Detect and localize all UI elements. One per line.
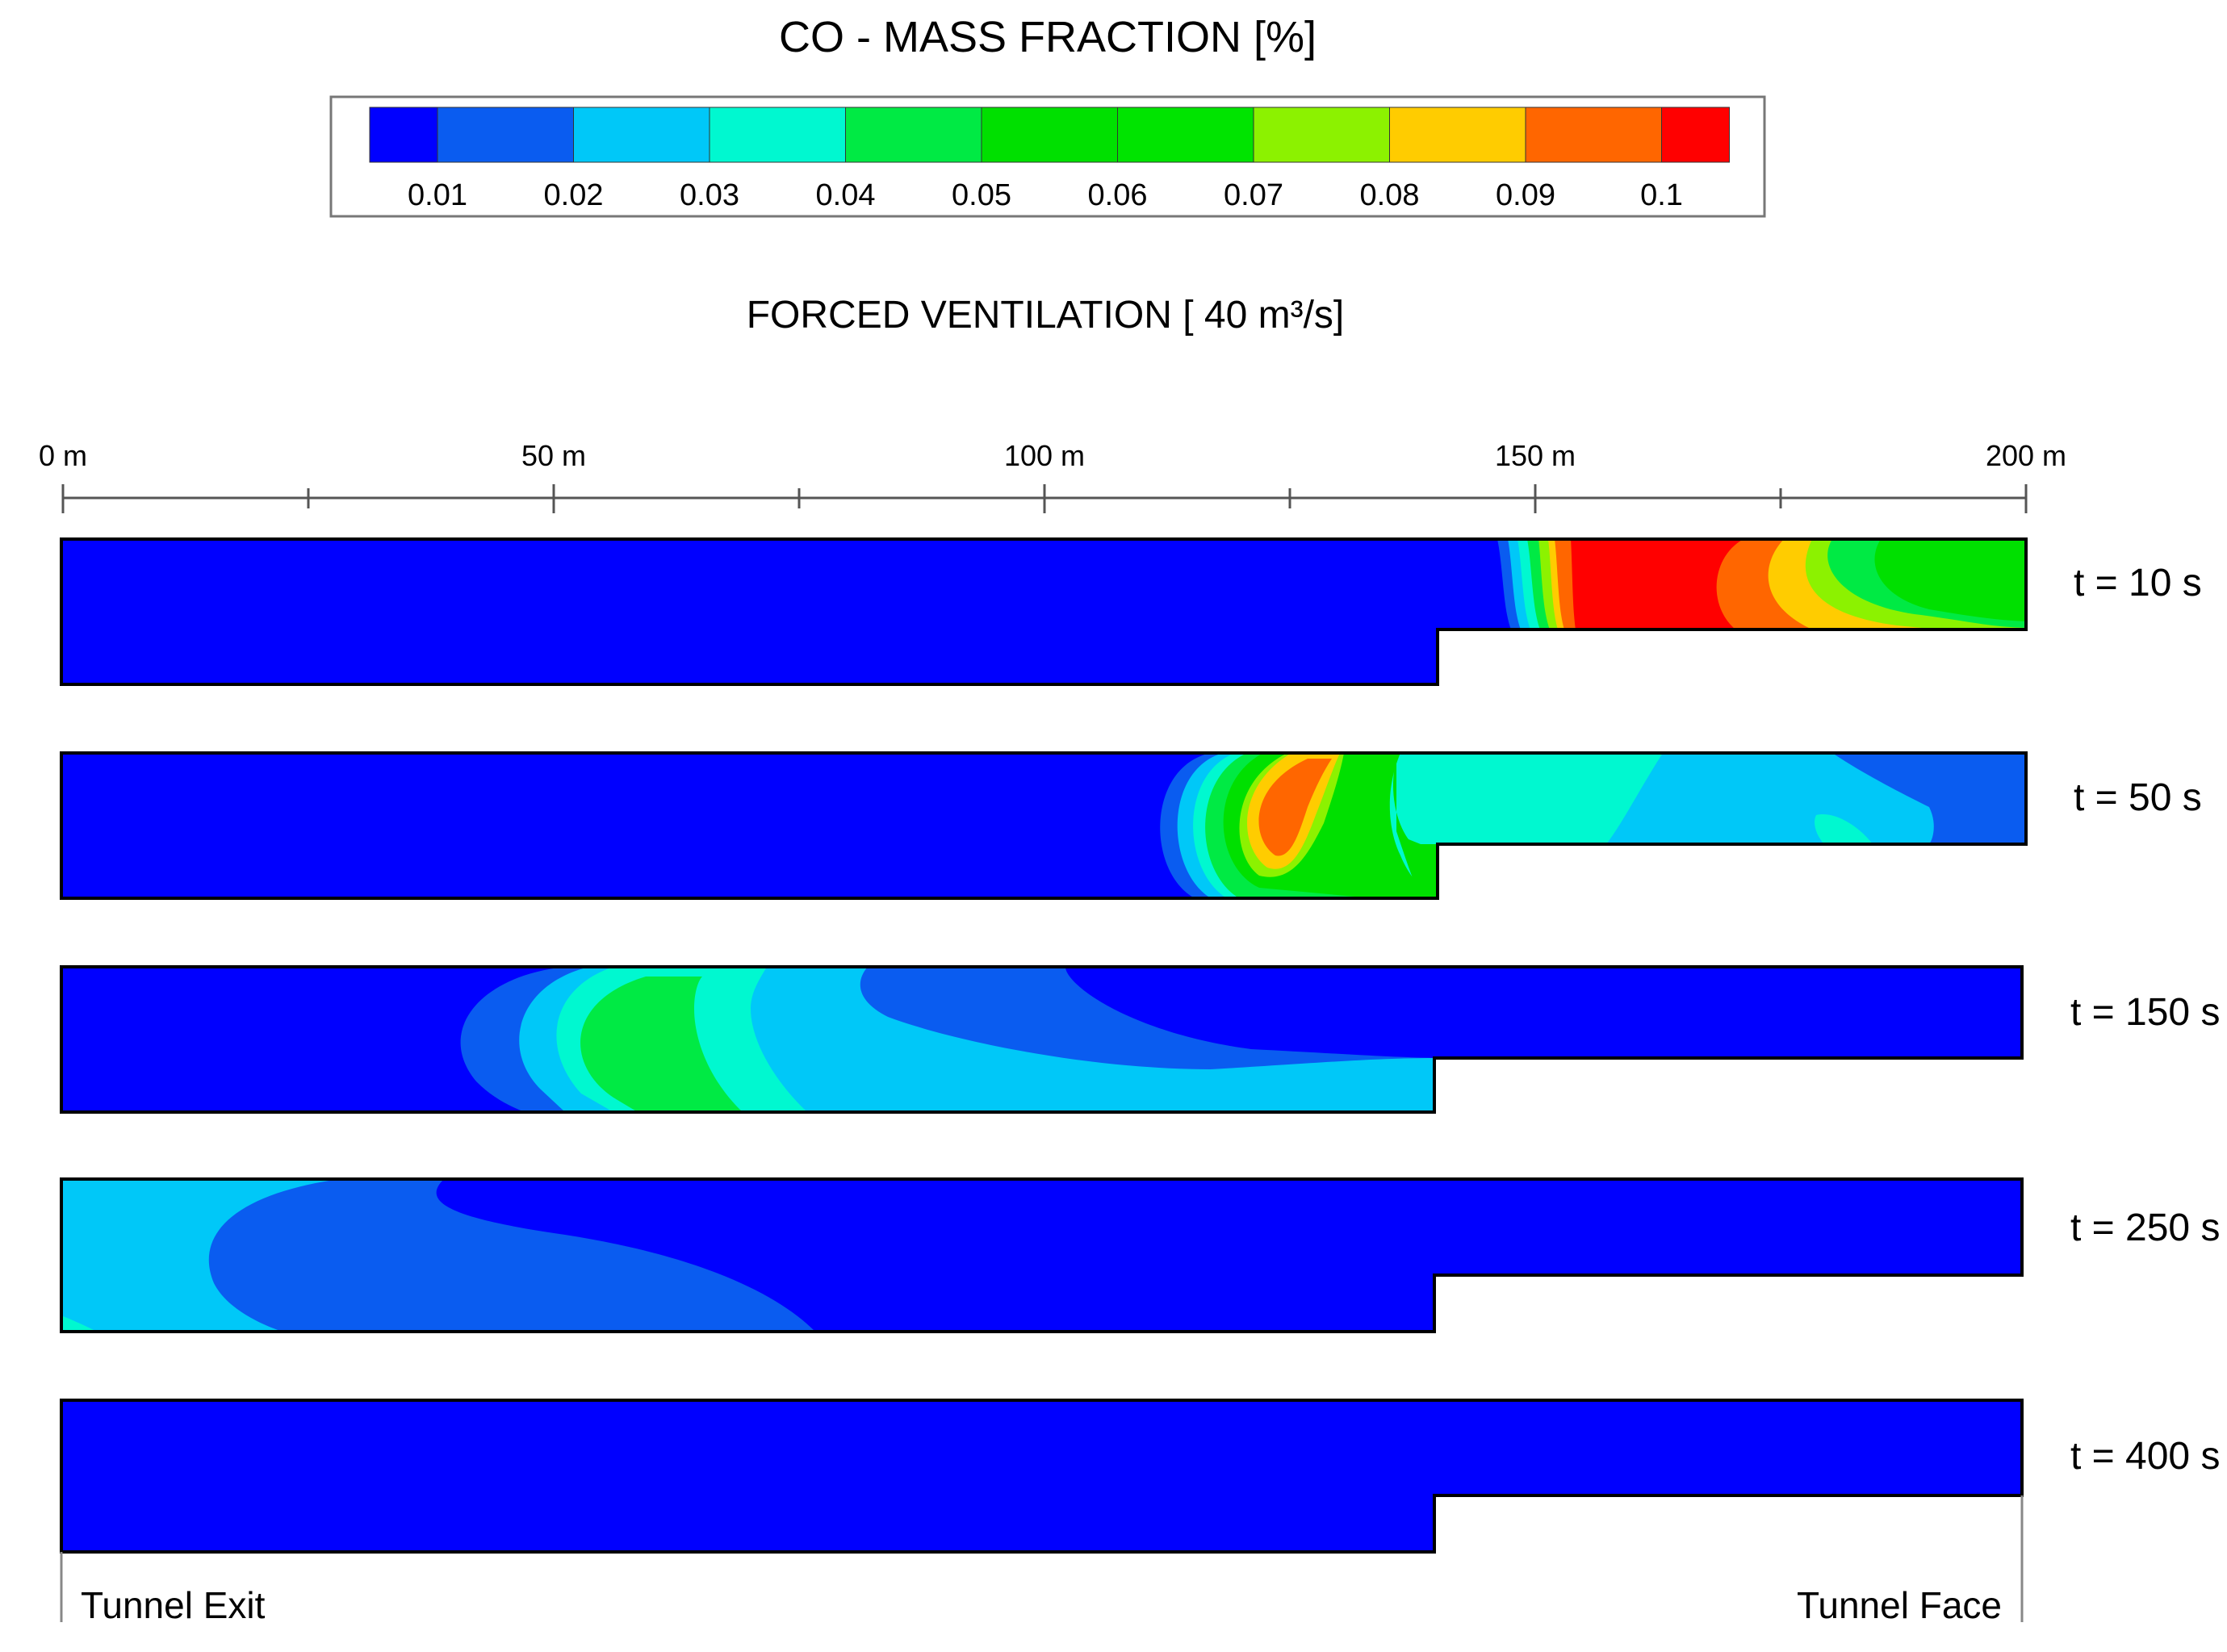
distance-scale: 0 m 50 m 100 m 150 m 200 m <box>39 439 2066 513</box>
scale-label: 200 m <box>1986 439 2066 472</box>
time-label: t = 150 s <box>2070 991 2220 1034</box>
legend-swatch <box>369 107 438 163</box>
scale-label: 150 m <box>1495 439 1576 472</box>
figure-title: CO - MASS FRACTION [%] <box>779 13 1317 61</box>
legend-swatch <box>1389 107 1526 163</box>
figure-subtitle: FORCED VENTILATION [ 40 m³/s] <box>747 294 1345 337</box>
legend-tick-label: 0.1 <box>1640 178 1683 212</box>
legend-swatch <box>845 107 982 163</box>
legend-swatch <box>1661 107 1730 163</box>
legend-tick-label: 0.07 <box>1224 178 1283 212</box>
scale-labels: 0 m 50 m 100 m 150 m 200 m <box>39 439 2066 472</box>
snapshot-t400: t = 400 s <box>60 1399 2220 1554</box>
scale-label: 50 m <box>521 439 586 472</box>
legend-colorbar <box>369 107 1730 163</box>
legend-swatch <box>1525 107 1662 163</box>
legend-swatch <box>437 107 574 163</box>
legend-tick-label: 0.01 <box>408 178 467 212</box>
time-label: t = 400 s <box>2070 1435 2220 1478</box>
legend-tick-label: 0.06 <box>1088 178 1148 212</box>
tunnel-exit-label: Tunnel Exit <box>81 1584 266 1626</box>
legend-swatch <box>981 107 1118 163</box>
legend-tick-label: 0.02 <box>544 178 604 212</box>
legend-swatch <box>1117 107 1254 163</box>
legend-tick-label: 0.03 <box>680 178 739 212</box>
legend-swatch <box>1253 107 1390 163</box>
legend-tick-label: 0.05 <box>952 178 1011 212</box>
tunnel-face-label: Tunnel Face <box>1797 1584 2002 1626</box>
time-label: t = 250 s <box>2070 1207 2220 1249</box>
snapshot-t150: t = 150 s <box>60 965 2220 1114</box>
scale-ticks <box>61 484 2028 513</box>
snapshot-t250: t = 250 s <box>60 1177 2220 1333</box>
snapshot-t10: t = 10 s <box>60 537 2202 686</box>
legend-swatch <box>709 107 846 163</box>
legend-tick-label: 0.09 <box>1496 178 1555 212</box>
legend-tick-label: 0.08 <box>1360 178 1420 212</box>
time-label: t = 50 s <box>2074 776 2202 819</box>
scale-label: 0 m <box>39 439 87 472</box>
legend-tick-label: 0.04 <box>816 178 876 212</box>
legend-swatch <box>573 107 710 163</box>
snapshot-t50: t = 50 s <box>60 751 2202 900</box>
scale-label: 100 m <box>1004 439 1085 472</box>
legend-tick-labels: 0.01 0.02 0.03 0.04 0.05 0.06 0.07 0.08 0.09 0.1 <box>408 178 1683 212</box>
time-label: t = 10 s <box>2074 562 2202 604</box>
